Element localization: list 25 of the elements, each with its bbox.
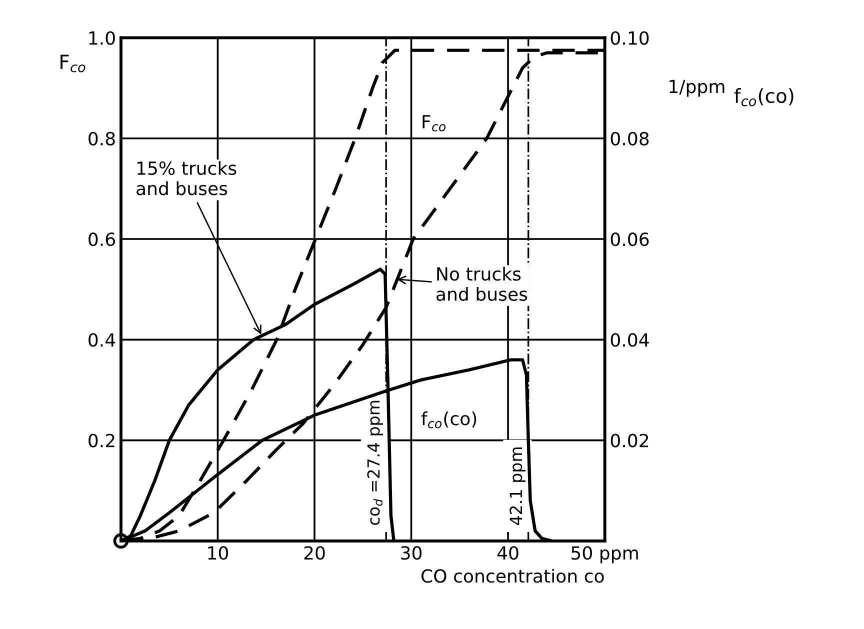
y-tick-label: 0.4 xyxy=(88,333,116,347)
x-tick-label: 30 xyxy=(401,546,422,560)
annotation: f$_{co}$(co) xyxy=(421,411,476,428)
y-tick-label: 1.0 xyxy=(89,31,115,45)
y2-tick-label: 0.08 xyxy=(610,132,649,146)
y-axis-title: F$_{co}$ xyxy=(60,54,86,72)
y-tick-label: 0.8 xyxy=(88,132,115,146)
x-axis-title: CO concentration co xyxy=(421,568,604,583)
annotation: No trucks and buses xyxy=(436,266,528,301)
x-tick-label: 50 ppm xyxy=(572,546,638,564)
y2-axis-title: f$_{co}$(co) xyxy=(734,88,794,106)
y2-tick-label: 0.02 xyxy=(610,434,648,448)
annotation: 15% trucks and buses xyxy=(136,161,236,196)
y2-tick-label: 0.06 xyxy=(610,232,649,246)
y-tick-label: 0.2 xyxy=(88,434,114,448)
ref-line-label: 42.1 ppm xyxy=(510,447,526,526)
y2-tick-label: 0.10 xyxy=(610,31,649,45)
y2-tick-label: 0.04 xyxy=(610,333,649,347)
text: 1/ppm xyxy=(670,80,724,97)
x-tick-label: 20 xyxy=(304,546,325,560)
annotation: F$_{co}$ xyxy=(422,115,446,132)
x-tick-label: 10 xyxy=(208,546,228,560)
y-tick-label: 0.6 xyxy=(88,232,115,246)
ref-line-label: co$_{d}$ =27.4 ppm xyxy=(367,400,384,525)
x-tick-label: 40 xyxy=(497,546,518,560)
